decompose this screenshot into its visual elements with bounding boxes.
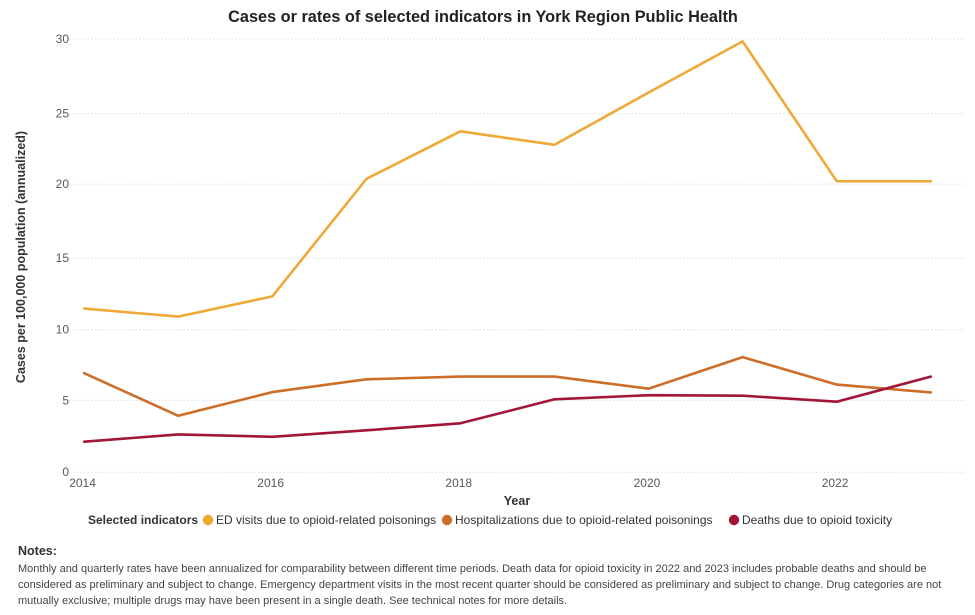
svg-text:Monthly and quarterly rates ha: Monthly and quarterly rates have been an…	[18, 563, 927, 575]
svg-text:considered as preliminary and: considered as preliminary and subject to…	[18, 579, 941, 591]
svg-text:25: 25	[56, 107, 70, 121]
svg-text:mutually exclusive; multiple d: mutually exclusive; multiple drugs may h…	[18, 595, 567, 607]
svg-text:Notes:: Notes:	[18, 544, 57, 558]
svg-text:2016: 2016	[257, 476, 284, 490]
svg-text:5: 5	[62, 393, 69, 407]
svg-text:Selected indicators: Selected indicators	[88, 513, 198, 527]
svg-text:Year: Year	[504, 494, 531, 508]
svg-text:ED visits due to opioid-relate: ED visits due to opioid-related poisonin…	[216, 513, 436, 527]
svg-text:20: 20	[56, 177, 70, 191]
svg-text:15: 15	[56, 251, 70, 265]
svg-text:2022: 2022	[822, 476, 849, 490]
svg-text:2020: 2020	[634, 476, 661, 490]
svg-text:Deaths due to opioid toxicity: Deaths due to opioid toxicity	[742, 513, 892, 527]
svg-text:2018: 2018	[445, 476, 472, 490]
svg-text:2014: 2014	[69, 476, 96, 490]
svg-text:Cases per 100,000 population (: Cases per 100,000 population (annualized…	[14, 131, 28, 383]
svg-text:Hospitalizations due to opioid: Hospitalizations due to opioid-related p…	[455, 513, 713, 527]
svg-text:10: 10	[56, 323, 70, 337]
svg-text:Cases or rates of selected ind: Cases or rates of selected indicators in…	[228, 8, 738, 26]
svg-text:30: 30	[56, 32, 70, 46]
